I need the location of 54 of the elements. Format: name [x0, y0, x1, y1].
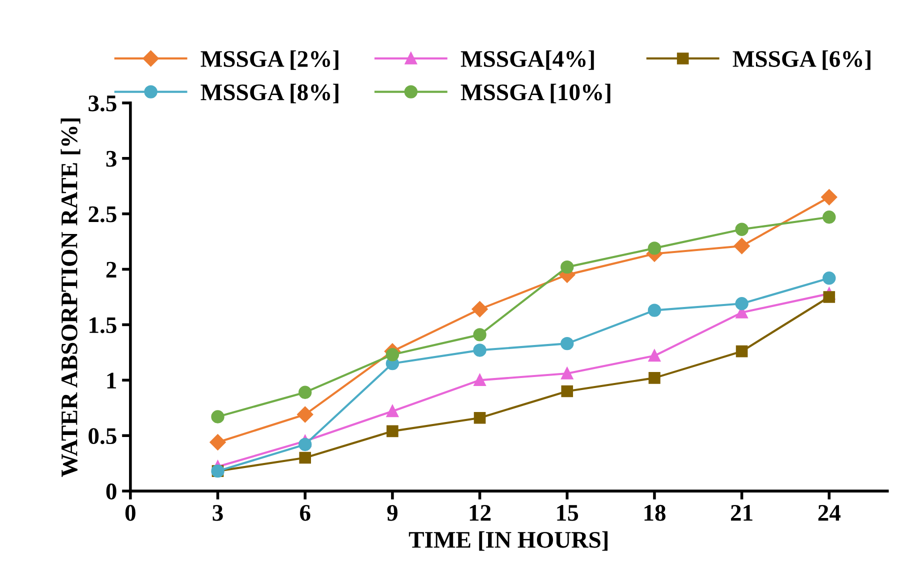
legend-label: MSSGA[4%]: [460, 50, 594, 70]
point: [560, 260, 574, 274]
point: [473, 328, 486, 342]
x-tick-label: 0: [125, 504, 136, 521]
point: [736, 345, 748, 358]
point: [735, 222, 748, 236]
y-axis-title: WATER ABSORPTION RATE [%]: [60, 118, 80, 477]
x-tick-label: 18: [644, 504, 666, 521]
y-tick-label: 1.5: [90, 317, 116, 334]
point: [210, 434, 226, 450]
y-tick-label: 0: [106, 484, 116, 500]
legend-label: MSSGA [8%]: [200, 84, 338, 104]
point: [386, 348, 400, 362]
y-tick-label: 2.5: [88, 206, 116, 222]
x-tick-label: 12: [470, 504, 491, 521]
legend-label: MSSGA [6%]: [732, 50, 870, 70]
point: [474, 374, 486, 386]
y-tick-label: 0.5: [88, 428, 116, 444]
y-tick-label: 3.5: [88, 95, 116, 112]
point: [822, 272, 836, 285]
point: [472, 301, 488, 318]
legend-label: MSSGA [10%]: [460, 84, 610, 104]
point: [822, 210, 836, 224]
x-tick-label: 3: [212, 504, 223, 521]
x-tick-label: 9: [387, 504, 398, 521]
point: [298, 386, 312, 399]
point: [297, 406, 314, 422]
x-tick-label: 6: [300, 504, 310, 521]
legend-label: MSSGA [2%]: [200, 50, 338, 70]
x-tick-label: 21: [730, 504, 752, 521]
x-axis-title: TIME [IN HOURS]: [408, 531, 608, 551]
point: [561, 385, 574, 398]
y-tick-label: 2: [106, 262, 116, 278]
point: [823, 291, 836, 303]
point: [821, 189, 838, 206]
point: [474, 412, 486, 424]
y-tick-label: 3: [106, 150, 116, 167]
point: [648, 242, 662, 255]
point: [648, 372, 660, 384]
point: [648, 350, 660, 362]
point: [298, 438, 312, 452]
point: [473, 344, 486, 357]
x-tick-label: 15: [557, 505, 578, 521]
point: [299, 452, 312, 464]
point: [386, 425, 398, 438]
point: [560, 336, 574, 350]
y-tick-label: 1: [107, 372, 116, 388]
point: [735, 297, 748, 310]
point: [734, 238, 750, 254]
point: [648, 304, 662, 317]
x-tick-label: 24: [818, 504, 841, 521]
point: [386, 405, 398, 418]
point: [561, 368, 574, 380]
point: [211, 410, 224, 424]
